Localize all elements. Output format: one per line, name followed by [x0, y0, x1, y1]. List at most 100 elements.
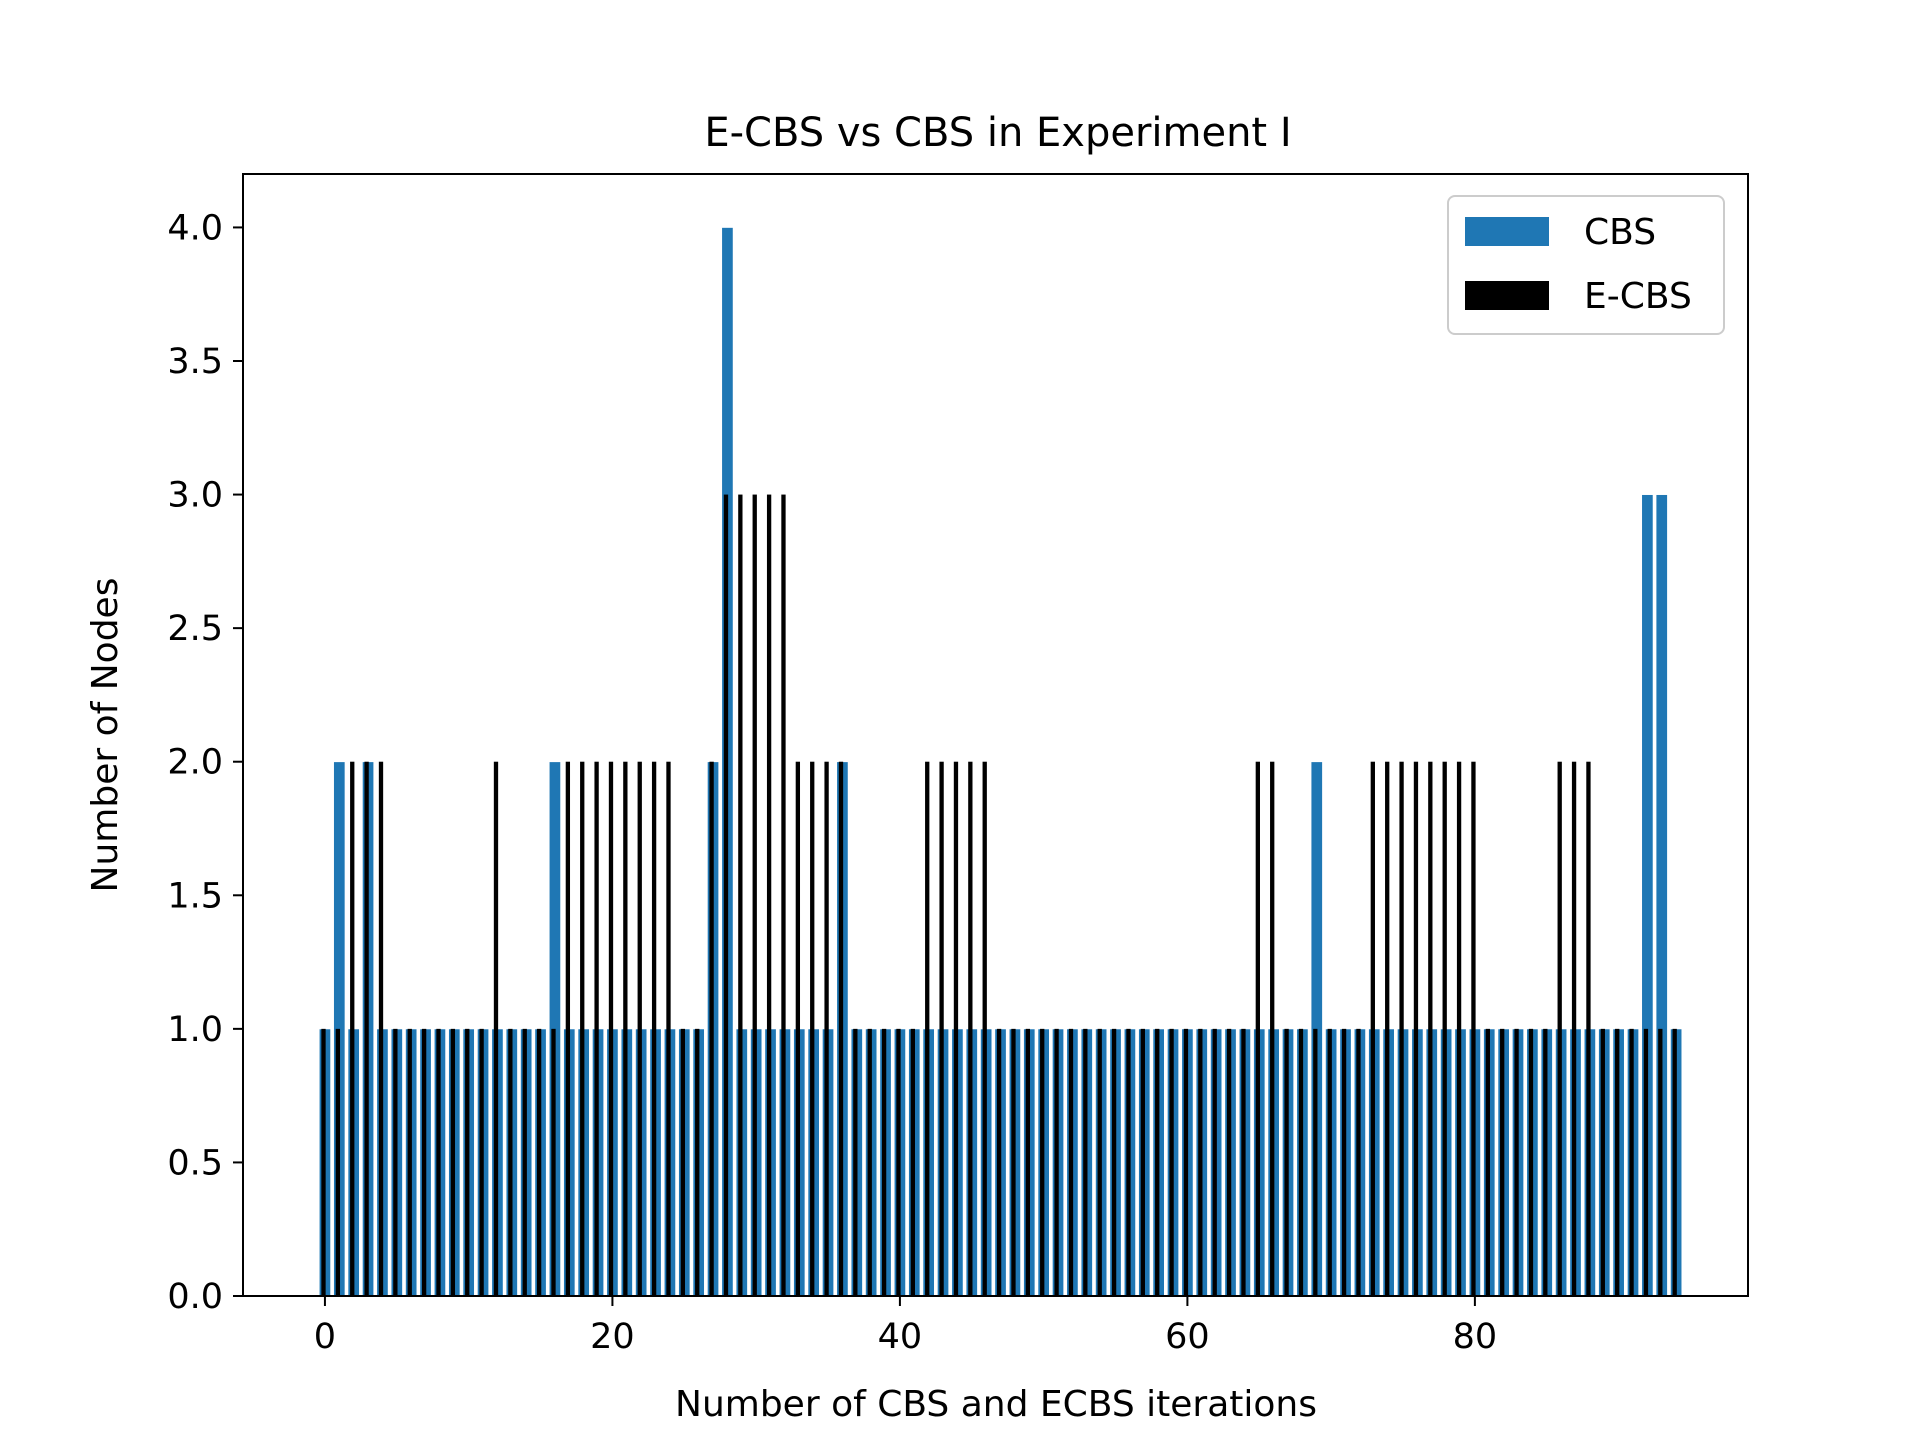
bar-ecbs-68 [1298, 1028, 1304, 1296]
bar-ecbs-36 [838, 761, 844, 1296]
bar-ecbs-32 [781, 494, 786, 1296]
bar-ecbs-8 [436, 1028, 441, 1296]
bar-ecbs-4 [378, 761, 384, 1296]
y-tick-label: 3.5 [167, 342, 223, 382]
bar-ecbs-56 [1126, 1028, 1131, 1296]
bar-ecbs-20 [608, 761, 614, 1296]
x-tick-label: 40 [878, 1317, 923, 1357]
bar-ecbs-82 [1500, 1028, 1505, 1296]
legend-swatch-cbs [1465, 217, 1549, 246]
bar-ecbs-88 [1586, 761, 1591, 1296]
bar-ecbs-37 [853, 1028, 858, 1296]
bar-ecbs-41 [910, 1028, 915, 1296]
bar-ecbs-59 [1169, 1028, 1174, 1296]
bar-ecbs-58 [1155, 1028, 1160, 1296]
bar-ecbs-38 [867, 1028, 872, 1296]
y-tick-label: 2.0 [167, 743, 223, 783]
x-tick-label: 80 [1453, 1317, 1498, 1357]
bar-ecbs-30 [752, 494, 757, 1296]
y-tick-label: 1.0 [167, 1010, 223, 1050]
bar-ecbs-45 [968, 761, 973, 1296]
bar-ecbs-43 [939, 761, 944, 1296]
bar-ecbs-78 [1442, 761, 1447, 1296]
legend: CBS E-CBS [1447, 195, 1725, 335]
bar-ecbs-34 [810, 761, 815, 1296]
bar-ecbs-0 [321, 1028, 326, 1296]
bar-ecbs-31 [766, 494, 772, 1296]
bar-ecbs-21 [623, 761, 628, 1296]
x-tick-label: 0 [314, 1317, 336, 1357]
bar-ecbs-13 [508, 1028, 513, 1296]
bar-ecbs-70 [1327, 1028, 1332, 1296]
y-tick-label: 2.5 [167, 609, 223, 649]
bar-ecbs-65 [1255, 761, 1260, 1296]
y-tick-label: 3.0 [167, 476, 223, 516]
bar-ecbs-79 [1456, 761, 1462, 1296]
bar-ecbs-51 [1054, 1028, 1059, 1296]
bar-ecbs-1 [335, 1028, 341, 1296]
bar-ecbs-73 [1370, 761, 1375, 1296]
chart-title: E-CBS vs CBS in Experiment I [704, 110, 1291, 156]
bar-ecbs-46 [982, 761, 987, 1296]
bar-ecbs-25 [680, 1028, 686, 1296]
bar-ecbs-92 [1643, 1028, 1649, 1296]
bar-ecbs-14 [522, 1028, 527, 1296]
bar-ecbs-16 [551, 1028, 556, 1296]
y-tick-label: 0.5 [167, 1143, 223, 1183]
bar-ecbs-81 [1485, 1028, 1490, 1296]
bar-ecbs-76 [1413, 761, 1419, 1296]
bar-ecbs-47 [996, 1028, 1002, 1296]
bar-ecbs-27 [709, 761, 714, 1296]
y-axis-label: Number of Nodes [85, 578, 126, 893]
x-axis: 0 20 40 60 80 [314, 1296, 1497, 1357]
y-tick-label: 1.5 [167, 876, 223, 916]
bar-ecbs-90 [1615, 1028, 1620, 1296]
bar-ecbs-53 [1083, 1028, 1088, 1296]
bar-ecbs-26 [695, 1028, 700, 1296]
bar-ecbs-64 [1241, 1028, 1246, 1296]
bar-ecbs-11 [479, 1028, 484, 1296]
plot-frame [242, 173, 1749, 1297]
x-tick-label: 20 [590, 1317, 635, 1357]
bar-ecbs-35 [824, 761, 829, 1296]
bar-ecbs-42 [925, 761, 930, 1296]
bar-ecbs-77 [1428, 761, 1433, 1296]
legend-swatch-ecbs [1465, 281, 1549, 310]
bar-ecbs-15 [536, 1028, 542, 1296]
bar-ecbs-91 [1629, 1028, 1634, 1296]
bar-ecbs-63 [1226, 1028, 1232, 1296]
bar-ecbs-33 [795, 761, 801, 1296]
bar-ecbs-75 [1399, 761, 1404, 1296]
bar-ecbs-85 [1543, 1028, 1548, 1296]
y-axis: 0.0 0.5 1.0 1.5 2.0 2.5 3.0 3.5 4.0 [167, 208, 243, 1317]
bar-ecbs-48 [1011, 1028, 1016, 1296]
bar-ecbs-3 [364, 761, 369, 1296]
bar-ecbs-54 [1097, 1028, 1102, 1296]
bar-ecbs-62 [1212, 1028, 1217, 1296]
bar-ecbs-61 [1198, 1028, 1203, 1296]
bar-ecbs-60 [1183, 1028, 1189, 1296]
bar-ecbs-87 [1571, 761, 1577, 1296]
bar-ecbs-89 [1600, 1028, 1605, 1296]
bar-ecbs-23 [651, 761, 657, 1296]
bar-ecbs-40 [896, 1028, 901, 1296]
x-axis-label: Number of CBS and ECBS iterations [675, 1384, 1317, 1425]
legend-label-cbs: CBS [1584, 212, 1656, 253]
bar-ecbs-50 [1040, 1028, 1045, 1296]
bar-ecbs-29 [738, 494, 743, 1296]
bar-ecbs-7 [421, 1028, 427, 1296]
bar-ecbs-69 [1313, 1028, 1318, 1296]
bar-ecbs-84 [1528, 1028, 1534, 1296]
bar-ecbs-49 [1025, 1028, 1030, 1296]
bar-ecbs-67 [1284, 1028, 1289, 1296]
bar-ecbs-10 [465, 1028, 470, 1296]
bar-ecbs-28 [723, 494, 729, 1296]
bar-ecbs-6 [407, 1028, 412, 1296]
bar-ecbs-44 [953, 761, 959, 1296]
bar-ecbs-86 [1557, 761, 1562, 1296]
bar-ecbs-94 [1672, 1028, 1677, 1296]
bar-ecbs-2 [350, 761, 355, 1296]
bar-ecbs-72 [1356, 1028, 1361, 1296]
y-tick-label: 0.0 [167, 1277, 223, 1317]
